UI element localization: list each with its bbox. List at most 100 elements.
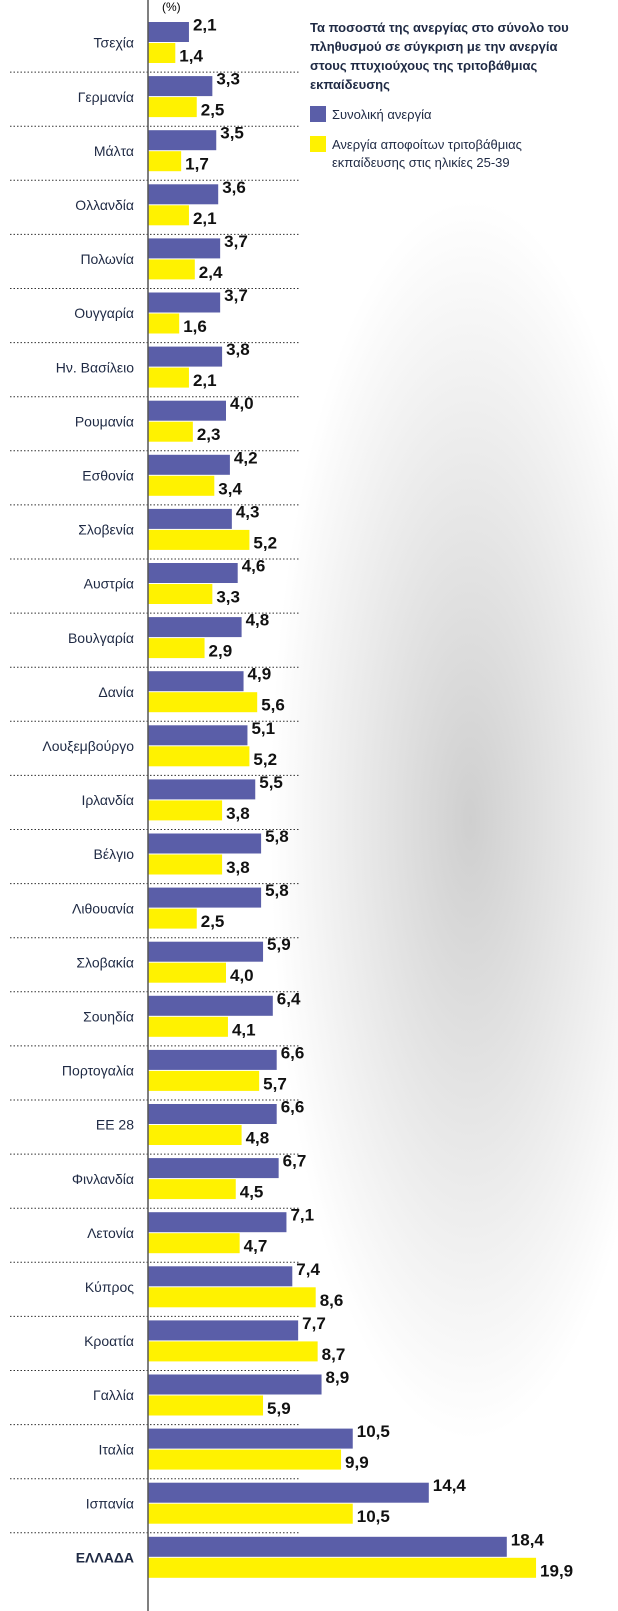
bar [148, 368, 189, 388]
legend-label: Συνολική ανεργία [332, 106, 431, 124]
value-label: 3,7 [224, 286, 248, 305]
value-label: 4,8 [246, 611, 270, 630]
value-label: 2,1 [193, 371, 217, 390]
value-label: 18,4 [511, 1530, 545, 1549]
value-label: 10,5 [357, 1507, 390, 1526]
category-label: ΕΕ 28 [96, 1117, 134, 1133]
category-label: Σουηδία [83, 1009, 134, 1025]
value-label: 4,5 [240, 1183, 264, 1202]
category-label: Εσθονία [82, 468, 134, 484]
value-label: 3,3 [216, 587, 240, 606]
category-label: Βουλγαρία [68, 630, 134, 646]
bar [148, 1017, 228, 1037]
value-label: 3,7 [224, 232, 248, 251]
value-label: 6,6 [281, 1097, 305, 1116]
category-label: Γαλλία [93, 1387, 134, 1403]
bar [148, 130, 216, 150]
bar [148, 909, 197, 929]
category-label: Δανία [98, 684, 134, 700]
value-label: 7,1 [290, 1206, 314, 1225]
bar [148, 205, 189, 225]
value-label: 5,2 [253, 533, 277, 552]
bar [148, 1341, 318, 1361]
value-label: 6,7 [283, 1152, 307, 1171]
bar [148, 855, 222, 875]
bar [148, 1125, 242, 1145]
bar [148, 584, 212, 604]
category-label: Λουξεμβούργο [42, 738, 134, 754]
legend-item: Συνολική ανεργία [310, 106, 600, 124]
bar [148, 563, 238, 583]
category-label: Πολωνία [80, 251, 134, 267]
bar [148, 1179, 236, 1199]
bar [148, 1450, 341, 1470]
value-label: 3,8 [226, 804, 250, 823]
category-label: Ην. Βασίλειο [56, 359, 134, 375]
value-label: 5,1 [251, 719, 275, 738]
value-label: 3,4 [218, 479, 242, 498]
value-label: 2,5 [201, 101, 225, 120]
value-label: 10,5 [357, 1422, 390, 1441]
bar [148, 151, 181, 171]
category-label: Σλοβακία [76, 954, 134, 970]
bar [148, 455, 230, 475]
value-label: 3,6 [222, 178, 246, 197]
bar [148, 963, 226, 983]
legend-swatch [310, 106, 326, 122]
category-label: Κύπρος [85, 1279, 134, 1295]
value-label: 2,3 [197, 425, 221, 444]
value-label: 5,7 [263, 1074, 287, 1093]
bar [148, 725, 247, 745]
bar [148, 1320, 298, 1340]
value-label: 6,4 [277, 989, 301, 1008]
bar [148, 1158, 279, 1178]
bar [148, 184, 218, 204]
value-label: 5,5 [259, 773, 283, 792]
bar [148, 671, 244, 691]
value-label: 8,6 [320, 1291, 344, 1310]
category-label: Κροατία [84, 1333, 134, 1349]
bar [148, 293, 220, 313]
legend-label: Ανεργία αποφοίτων τριτοβάθμιας εκπαίδευσ… [332, 136, 562, 172]
category-label: Ιταλία [98, 1441, 134, 1457]
category-label: Τσεχία [94, 35, 134, 51]
bar [148, 1375, 322, 1395]
bar [148, 259, 195, 279]
value-label: 4,6 [242, 556, 266, 575]
bar [148, 1104, 277, 1124]
bar [148, 1050, 277, 1070]
value-label: 3,8 [226, 858, 250, 877]
value-label: 2,5 [201, 912, 225, 931]
bar [148, 509, 232, 529]
value-label: 2,1 [193, 15, 217, 34]
bar [148, 888, 261, 908]
bar [148, 1071, 259, 1091]
bar [148, 638, 205, 658]
value-label: 4,2 [234, 448, 258, 467]
bar [148, 1483, 429, 1503]
bar [148, 1429, 353, 1449]
category-label: Φινλανδία [72, 1171, 134, 1187]
chart: (%) Τσεχία2,11,4Γερμανία3,32,5Μάλτα3,51,… [0, 0, 618, 1611]
value-label: 4,1 [232, 1020, 256, 1039]
bar [148, 1212, 286, 1232]
unit-label: (%) [162, 0, 181, 14]
category-label: Ουγγαρία [74, 305, 134, 321]
value-label: 4,0 [230, 394, 254, 413]
value-label: 4,8 [246, 1128, 270, 1147]
bar [148, 617, 242, 637]
value-label: 5,8 [265, 827, 289, 846]
value-label: 2,9 [209, 642, 233, 661]
value-label: 5,8 [265, 881, 289, 900]
category-label: Αυστρία [84, 576, 134, 592]
value-label: 1,4 [179, 46, 203, 65]
bar [148, 692, 257, 712]
bar [148, 1504, 353, 1524]
bar [148, 1558, 536, 1578]
bar [148, 1537, 507, 1557]
value-label: 5,2 [253, 750, 277, 769]
category-label: Σλοβενία [78, 522, 134, 538]
legend-item: Ανεργία αποφοίτων τριτοβάθμιας εκπαίδευσ… [310, 136, 600, 172]
page: (%) Τσεχία2,11,4Γερμανία3,32,5Μάλτα3,51,… [0, 0, 618, 1611]
value-label: 19,9 [540, 1561, 573, 1580]
